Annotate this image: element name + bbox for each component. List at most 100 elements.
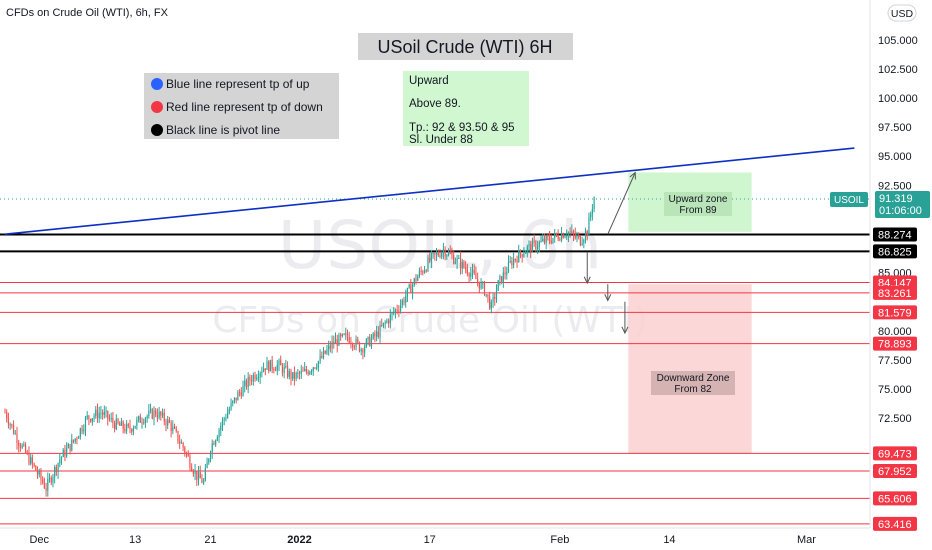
candle [160,410,162,421]
candle-body [482,282,484,284]
candle-body [367,336,369,340]
candle-body [388,320,390,324]
candle [177,430,179,444]
candle-body [447,251,450,256]
candle-body [50,477,52,483]
candle [215,439,217,448]
candle [24,442,27,454]
candle-body [377,331,379,337]
candle-body [343,333,345,335]
y-tick-label: 105.000 [878,35,918,47]
candle [274,366,277,372]
candle-body [550,240,552,243]
candle [502,267,504,288]
blue-trendline[interactable] [4,147,855,235]
candle-body [513,258,515,266]
candle [122,420,124,434]
candle-body [129,425,131,430]
candle-body [545,235,547,243]
arrow-head [604,294,612,302]
candle-body [466,269,468,274]
down-arrow-3[interactable] [621,301,629,335]
candle [232,400,234,407]
candle [583,238,585,249]
candle-body [98,413,100,419]
candle [490,299,492,314]
candle [295,371,297,382]
candle-body [149,409,152,411]
candle-body [530,244,532,252]
candle-body [454,262,456,264]
candle-body [307,371,309,375]
candle-body [12,424,15,434]
candle [480,278,482,290]
candle-body [543,238,546,243]
candle [507,255,510,274]
price-tag-value: 63.416 [878,519,912,531]
candle [372,332,374,340]
price-tag-value: 81.579 [878,307,912,319]
candle [494,292,496,306]
trend-layer [4,147,855,235]
candle-body [531,240,534,252]
candle [396,304,398,315]
candle [216,434,218,442]
down-arrow-1[interactable] [583,251,591,285]
candle [206,457,208,469]
legend-box[interactable]: Blue line represent tp of up Red line re… [144,73,339,139]
time-axis[interactable]: Dec 13 21 2022 17 Feb 14 Mar [0,527,870,546]
candle [504,266,506,280]
candle-body [376,331,378,337]
candle [50,475,52,486]
price-tag-bg [873,244,917,259]
candle-body [42,479,44,483]
candle-body [175,428,177,432]
candle [54,465,56,484]
candle [170,419,172,438]
candle [252,372,254,386]
arrow-head [621,326,629,335]
candle [100,406,102,420]
candle-body [40,471,42,480]
title-box[interactable]: USoil Crude (WTI) 6H [358,33,573,60]
candle [345,327,347,341]
candle-body [560,233,563,241]
watermark-description: CFDs on Crude Oil (WTI) [212,300,647,341]
down-arrow-2[interactable] [604,284,612,302]
candle-body [427,257,429,271]
candle [66,442,68,458]
candle [475,266,477,280]
candle-body [216,437,218,441]
candle-body [475,273,477,280]
candle [42,476,44,485]
candle-body [100,412,102,414]
candle [114,420,116,433]
candle-body [107,410,109,419]
candle [264,368,266,376]
symbol-tag[interactable]: USOIL [830,192,868,208]
candle [495,284,498,303]
candle-body [276,364,278,371]
candle-body [329,345,331,349]
currency-badge[interactable]: USD [887,4,917,22]
current-price-countdown: 01:06:00 [879,205,922,217]
candle-body [593,197,595,209]
candle-body [163,412,165,422]
price-axis[interactable]: 105.000 102.500 100.000 97.500 95.000 92.500 8… [869,0,932,531]
candle [271,355,273,374]
candle [151,407,153,420]
candle-body [30,457,32,464]
candle [148,404,150,419]
candle [374,330,376,343]
candle-body [194,470,196,474]
candle-body [119,423,121,426]
candle [161,408,164,418]
x-tick-label: 17 [424,534,436,546]
candle [292,372,294,382]
up-arrow[interactable] [607,171,636,235]
candle-body [62,449,64,458]
upward-note-box[interactable]: Upward Above 89. Tp.: 92 & 93.50 & 95 Sl… [403,71,529,146]
downward-zone[interactable] [628,284,752,454]
candle [30,453,32,466]
candle-body [540,240,542,242]
